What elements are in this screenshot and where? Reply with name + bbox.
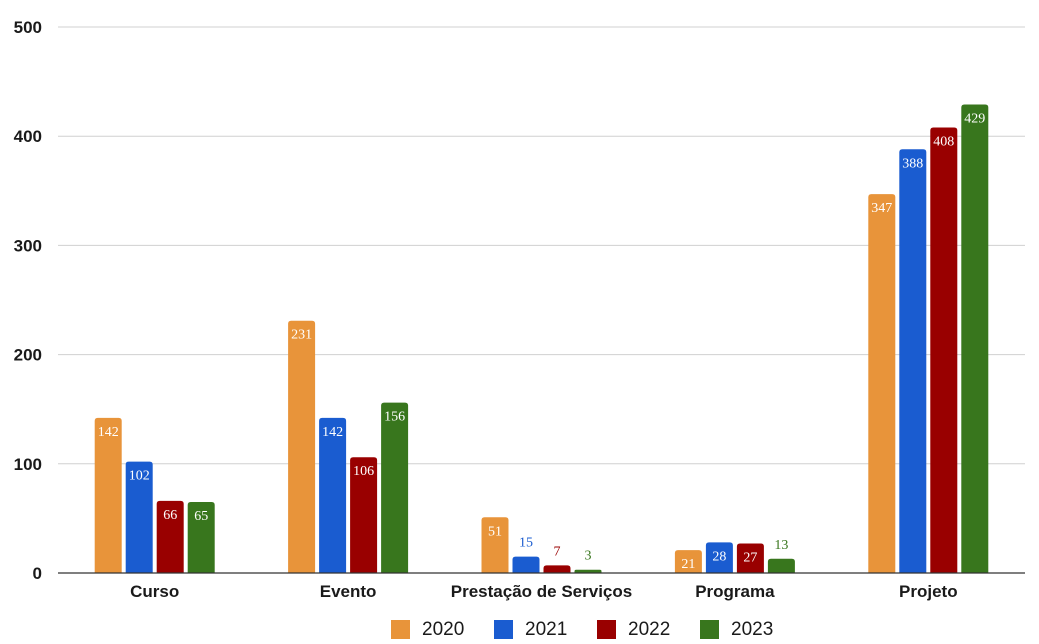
bar-2022 [156, 500, 184, 573]
y-tick-label: 400 [14, 127, 42, 146]
data-label-2023: 429 [964, 112, 985, 127]
bar-2021 [319, 417, 347, 573]
bar-2023 [381, 402, 409, 573]
y-tick-label: 100 [14, 455, 42, 474]
data-label-2022: 27 [743, 551, 757, 566]
data-label-2020: 231 [291, 328, 312, 343]
data-label-2020: 51 [488, 524, 502, 539]
bar-2020 [481, 517, 509, 573]
bar-2020 [94, 417, 122, 573]
bar-2021 [705, 542, 733, 573]
legend-label: 2020 [422, 619, 464, 640]
data-label-2021: 15 [519, 536, 533, 551]
data-label-2023: 13 [774, 538, 788, 553]
gridlines [58, 26, 1025, 465]
x-axis-categories: Curso Evento Prestação de Serviços Programa… [130, 582, 957, 601]
bar-2020 [674, 550, 702, 573]
y-tick-label: 200 [14, 346, 42, 365]
y-tick-label: 0 [33, 564, 42, 583]
data-label-2023: 156 [384, 410, 405, 425]
data-label-2023: 3 [585, 549, 592, 564]
data-label-2021: 102 [129, 469, 150, 484]
x-category-label: Prestação de Serviços [451, 582, 632, 601]
legend-swatch-2022 [597, 620, 616, 639]
data-label-2022: 7 [554, 544, 561, 559]
data-label-2022: 106 [353, 464, 374, 479]
bar-2021 [512, 556, 540, 573]
y-tick-label: 300 [14, 236, 42, 255]
data-label-2022: 408 [933, 134, 954, 149]
y-axis-ticks: 0 100 200 300 400 500 [14, 18, 42, 583]
bar-2023 [187, 502, 215, 573]
bar-2023 [767, 558, 795, 573]
legend-label: 2023 [731, 619, 773, 640]
bar-2022 [350, 457, 378, 573]
bar-2020 [868, 194, 896, 574]
legend: 2020 2021 2022 2023 [391, 619, 773, 640]
bar-2023 [574, 569, 602, 573]
bar-2022 [543, 565, 571, 573]
legend-swatch-2023 [700, 620, 719, 639]
x-category-label: Curso [130, 582, 179, 601]
bar-2021 [125, 461, 153, 573]
data-label-2021: 28 [712, 549, 726, 564]
x-category-label: Projeto [899, 582, 958, 601]
x-category-label: Evento [320, 582, 377, 601]
data-label-2020: 142 [98, 425, 119, 440]
bar-2022 [930, 127, 958, 574]
legend-swatch-2020 [391, 620, 410, 639]
data-labels: 142 102 66 65 231 142 106 156 51 15 7 3 21 28 27 13 347 3… [98, 112, 986, 573]
bar-2022 [736, 543, 764, 573]
bar-2020 [288, 320, 316, 573]
bar-2021 [899, 149, 927, 573]
bar-2023 [961, 104, 989, 574]
data-label-2023: 65 [194, 509, 208, 524]
legend-label: 2022 [628, 619, 670, 640]
legend-label: 2021 [525, 619, 567, 640]
x-category-label: Programa [695, 582, 775, 601]
data-label-2020: 21 [681, 557, 695, 572]
data-label-2020: 347 [871, 201, 892, 216]
bars [94, 104, 989, 574]
data-label-2022: 66 [163, 508, 177, 523]
legend-swatch-2021 [494, 620, 513, 639]
y-tick-label: 500 [14, 18, 42, 37]
data-label-2021: 142 [322, 425, 343, 440]
data-label-2021: 388 [902, 156, 923, 171]
